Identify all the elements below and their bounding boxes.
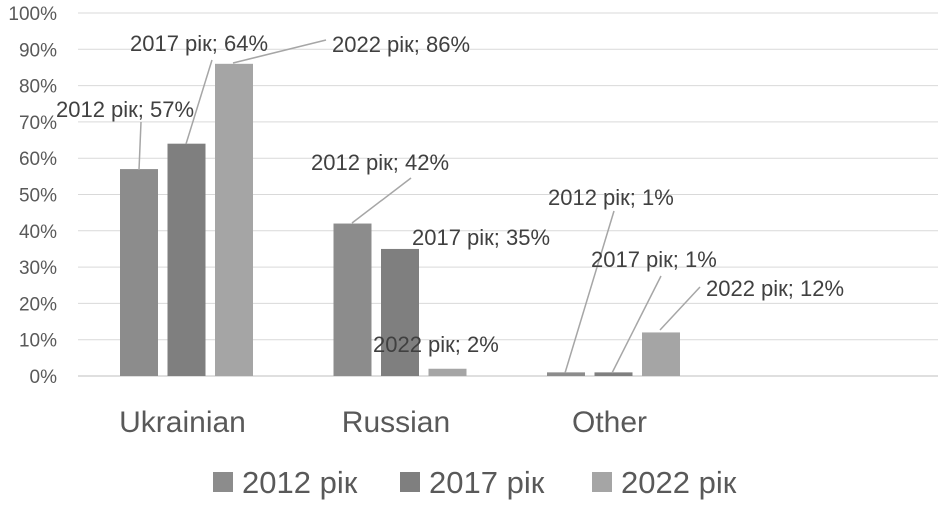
category-label: Russian [342,406,450,439]
bar [215,63,253,376]
category-label: Ukrainian [119,406,246,439]
legend-swatch [592,472,612,492]
bar [428,368,467,376]
category-label: Other [572,406,647,439]
bar [381,248,419,376]
legend-swatch [213,472,233,492]
data-label: 2017 рік; 64% [130,31,268,56]
y-tick-label: 40% [19,222,57,243]
legend-label: 2012 рік [242,465,358,500]
label-leader-lines [138,39,701,374]
data-labels: 2012 рік; 57% 2017 рік; 64% 2022 рік; 86% 2… [56,31,844,357]
data-label: 2012 рік; 57% [56,97,194,122]
y-tick-label: 60% [19,149,57,170]
y-tick-label: 90% [19,40,57,61]
y-tick-label: 30% [19,258,57,279]
y-tick-label: 80% [19,77,57,98]
bar [167,143,206,376]
data-label: 2022 рік; 2% [373,332,499,357]
data-label: 2012 рік; 42% [311,150,449,175]
bar [333,223,372,376]
data-label: 2017 рік; 35% [412,225,550,250]
leader-line [564,210,615,374]
bars [120,63,680,376]
y-axis-ticks: 0% 10% 20% 30% 40% 50% 60% 70% 80% 90% 100% [8,4,57,388]
y-tick-label: 20% [19,294,57,315]
legend: 2012 рік 2017 рік 2022 рік [213,465,737,500]
leader-line [232,39,327,64]
y-tick-label: 0% [30,367,58,388]
legend-swatch [400,472,420,492]
legend-label: 2022 рік [621,465,737,500]
leader-line [351,177,412,224]
bar [642,332,680,376]
y-tick-label: 50% [19,186,57,207]
category-labels: Ukrainian Russian Other [119,406,647,439]
data-label: 2017 рік; 1% [591,247,717,272]
gridlines [78,12,938,377]
bar [594,372,633,376]
y-tick-label: 10% [19,331,57,352]
data-label: 2022 рік; 12% [706,276,844,301]
leader-line [659,286,701,331]
leader-line [138,121,142,171]
y-tick-label: 70% [19,113,57,134]
legend-label: 2017 рік [429,465,545,500]
leader-line [185,59,213,145]
y-tick-label: 100% [8,4,57,25]
data-label: 2012 рік; 1% [548,185,674,210]
bar [547,372,585,376]
leader-line [611,275,662,374]
data-label: 2022 рік; 86% [332,32,470,57]
bar [120,169,158,376]
